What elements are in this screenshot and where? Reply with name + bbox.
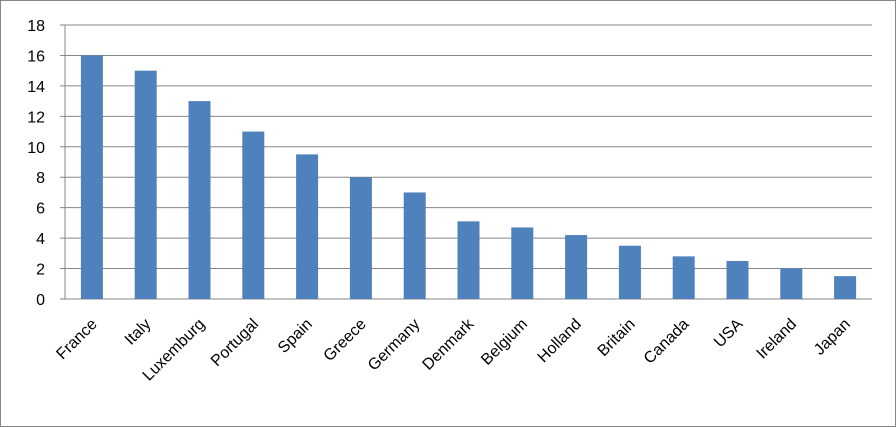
y-tick-label: 4 (36, 231, 45, 248)
y-tick-label: 10 (27, 140, 45, 157)
bar (80, 55, 103, 299)
bar (349, 177, 372, 299)
bar (134, 70, 157, 300)
y-tick-label: 14 (27, 79, 45, 96)
bar (296, 154, 319, 299)
bar (457, 221, 480, 299)
bar (188, 101, 211, 299)
bar (565, 235, 588, 299)
y-tick-label: 8 (36, 170, 45, 187)
y-tick-label: 12 (27, 109, 45, 126)
bar (511, 227, 534, 299)
bar (403, 192, 426, 299)
y-tick-label: 18 (27, 18, 45, 35)
bar (618, 245, 641, 299)
y-tick-label: 6 (36, 201, 45, 218)
bar (672, 256, 695, 299)
bar (726, 260, 749, 299)
y-tick-label: 2 (36, 262, 45, 279)
bar (242, 131, 265, 299)
y-tick-label: 16 (27, 48, 45, 65)
bar (834, 276, 857, 299)
bar (780, 268, 803, 299)
y-tick-label: 0 (36, 292, 45, 309)
